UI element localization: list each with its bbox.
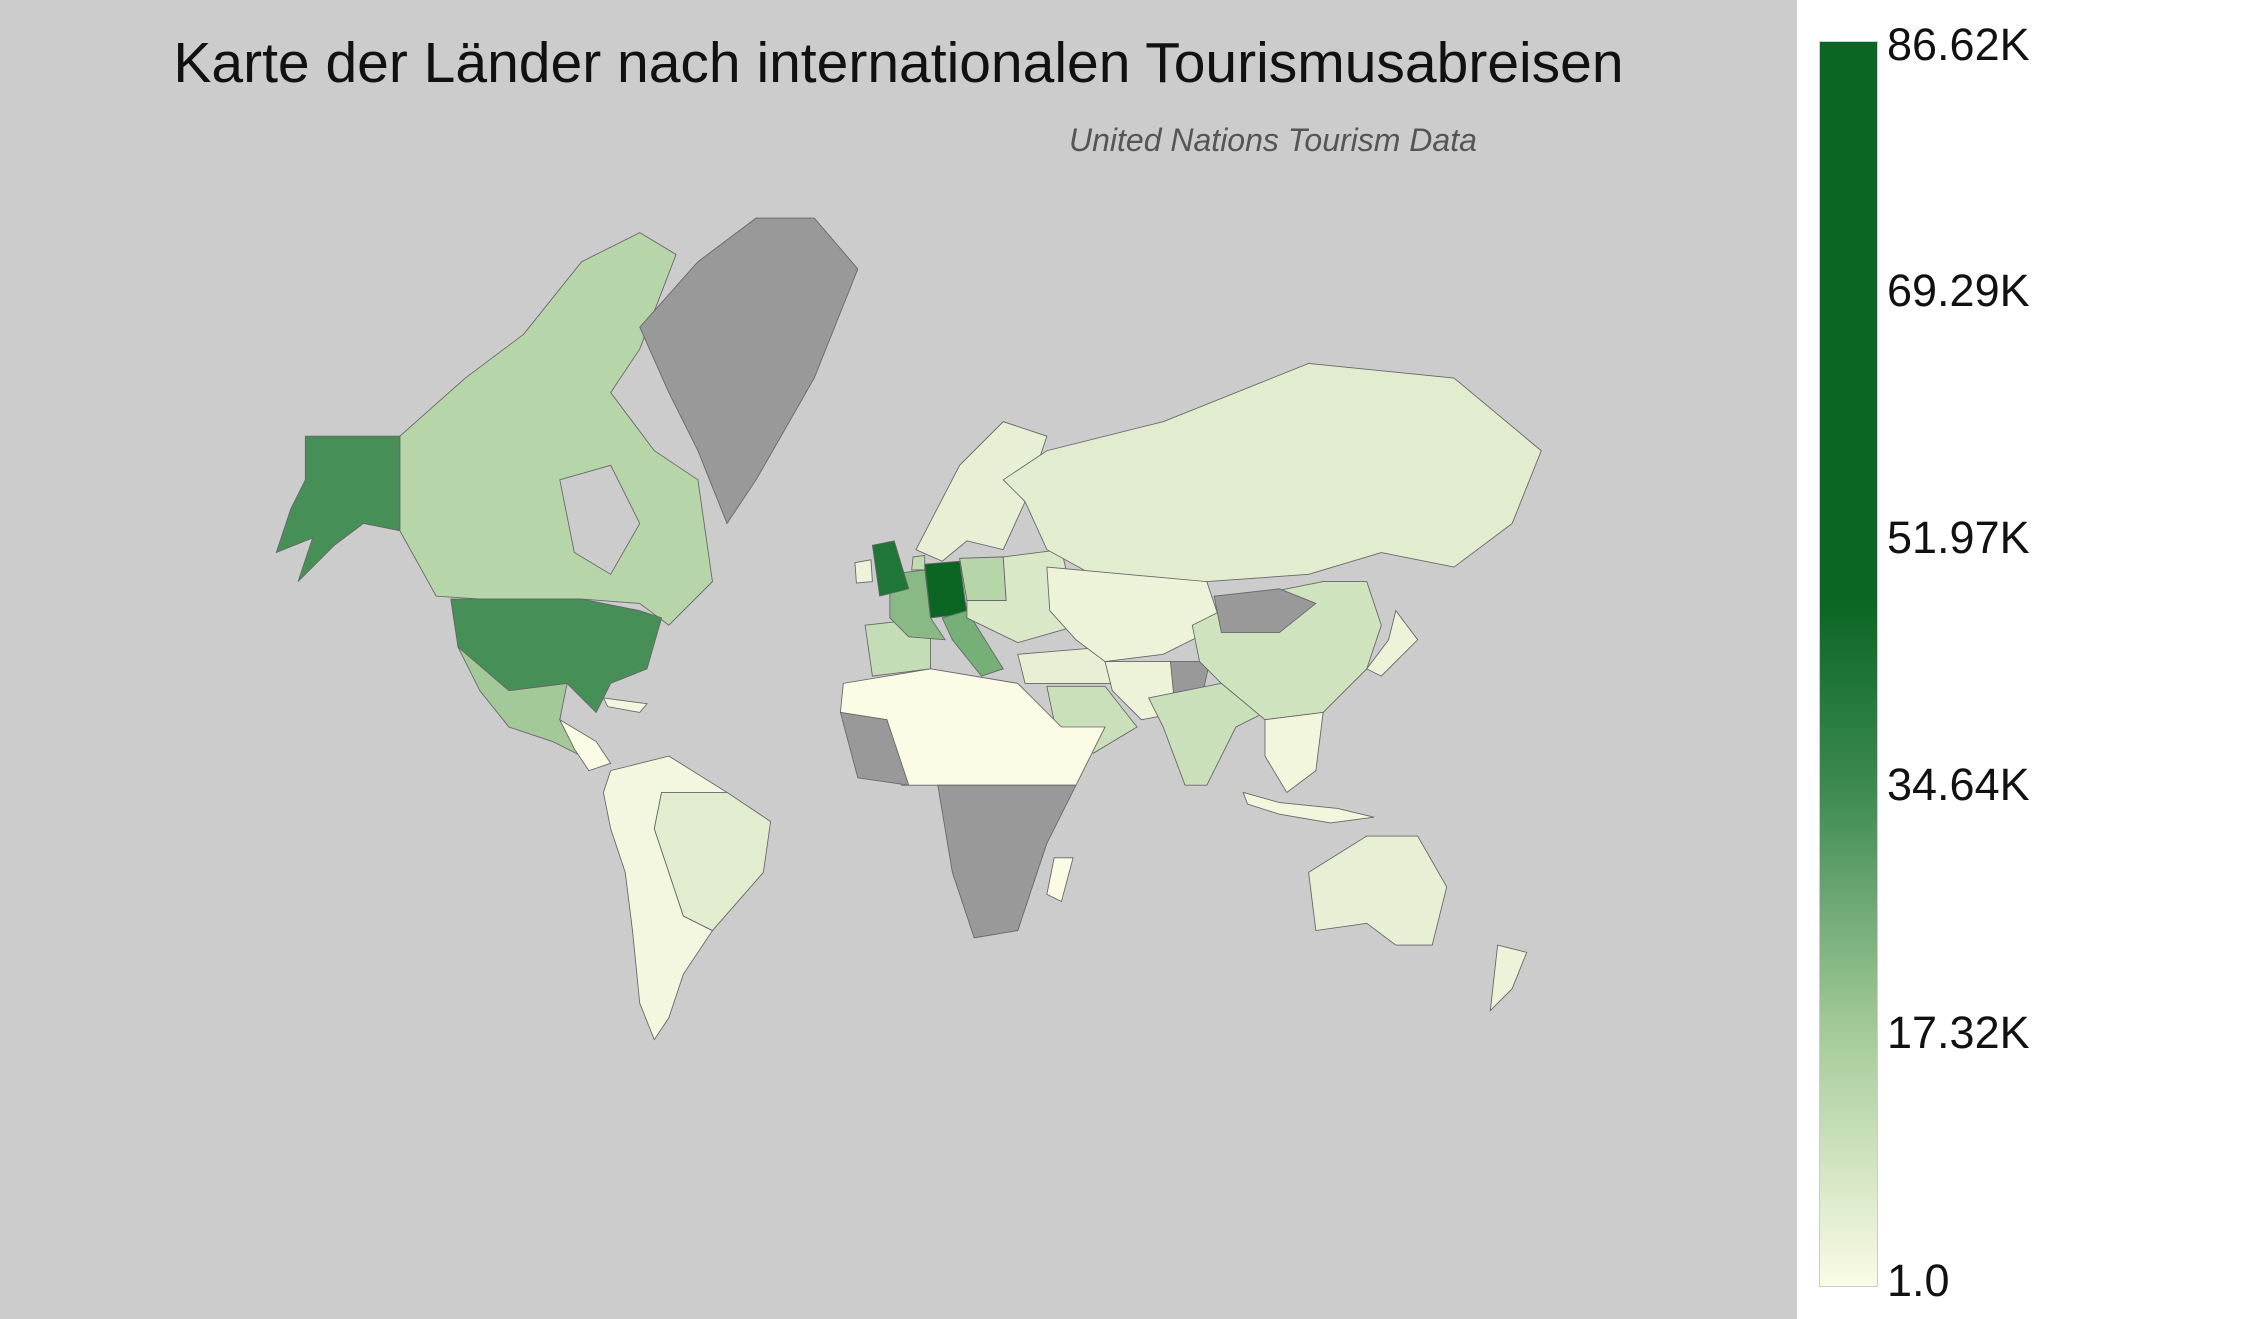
country-australia[interactable] [1308, 835, 1448, 946]
country-italy[interactable] [941, 610, 1004, 677]
colorbar-tick: 69.29K [1887, 265, 2030, 316]
country-ireland[interactable] [854, 559, 873, 584]
country-saudi-arabia[interactable] [1046, 685, 1138, 754]
country-greenland[interactable] [639, 217, 859, 525]
country-japan[interactable] [1366, 609, 1419, 677]
country-canada[interactable] [399, 232, 713, 626]
country-poland[interactable] [959, 556, 1007, 601]
country-west-africa[interactable] [839, 711, 910, 786]
colorbar-tick: 34.64K [1887, 759, 2030, 810]
country-united-kingdom[interactable] [871, 540, 910, 597]
country-germany[interactable] [924, 560, 968, 619]
colorbar-tick: 86.62K [1887, 19, 2030, 70]
country-united-states[interactable] [275, 435, 401, 582]
colorbar-tick: 51.97K [1887, 512, 2030, 563]
country-central-and-southern-africa[interactable] [937, 784, 1077, 939]
country-southeast-asia[interactable] [1264, 711, 1324, 794]
country-madagascar[interactable] [1046, 857, 1074, 903]
country-cuba[interactable] [602, 697, 648, 713]
country-russia[interactable] [1002, 363, 1542, 583]
country-central-america[interactable] [558, 718, 612, 772]
map-background: Karte der Länder nach internationalen To… [0, 0, 1797, 1319]
chart-subtitle: United Nations Tourism Data [1069, 122, 1477, 158]
country-mongolia[interactable] [1213, 588, 1317, 633]
chart-title: Karte der Länder nach internationalen To… [173, 31, 1624, 95]
country-indonesia[interactable] [1242, 791, 1375, 824]
colorbar-tick: 1.0 [1887, 1255, 1950, 1306]
colorbar [1819, 41, 1878, 1287]
world-map [275, 217, 1542, 1041]
country-new-zealand[interactable] [1489, 944, 1528, 1012]
colorbar-tick: 17.32K [1887, 1007, 2030, 1058]
country-brazil[interactable] [653, 791, 772, 932]
country-kazakhstan[interactable] [1046, 566, 1222, 663]
country-netherlands[interactable] [911, 554, 926, 571]
hudson-bay-water [559, 464, 641, 575]
